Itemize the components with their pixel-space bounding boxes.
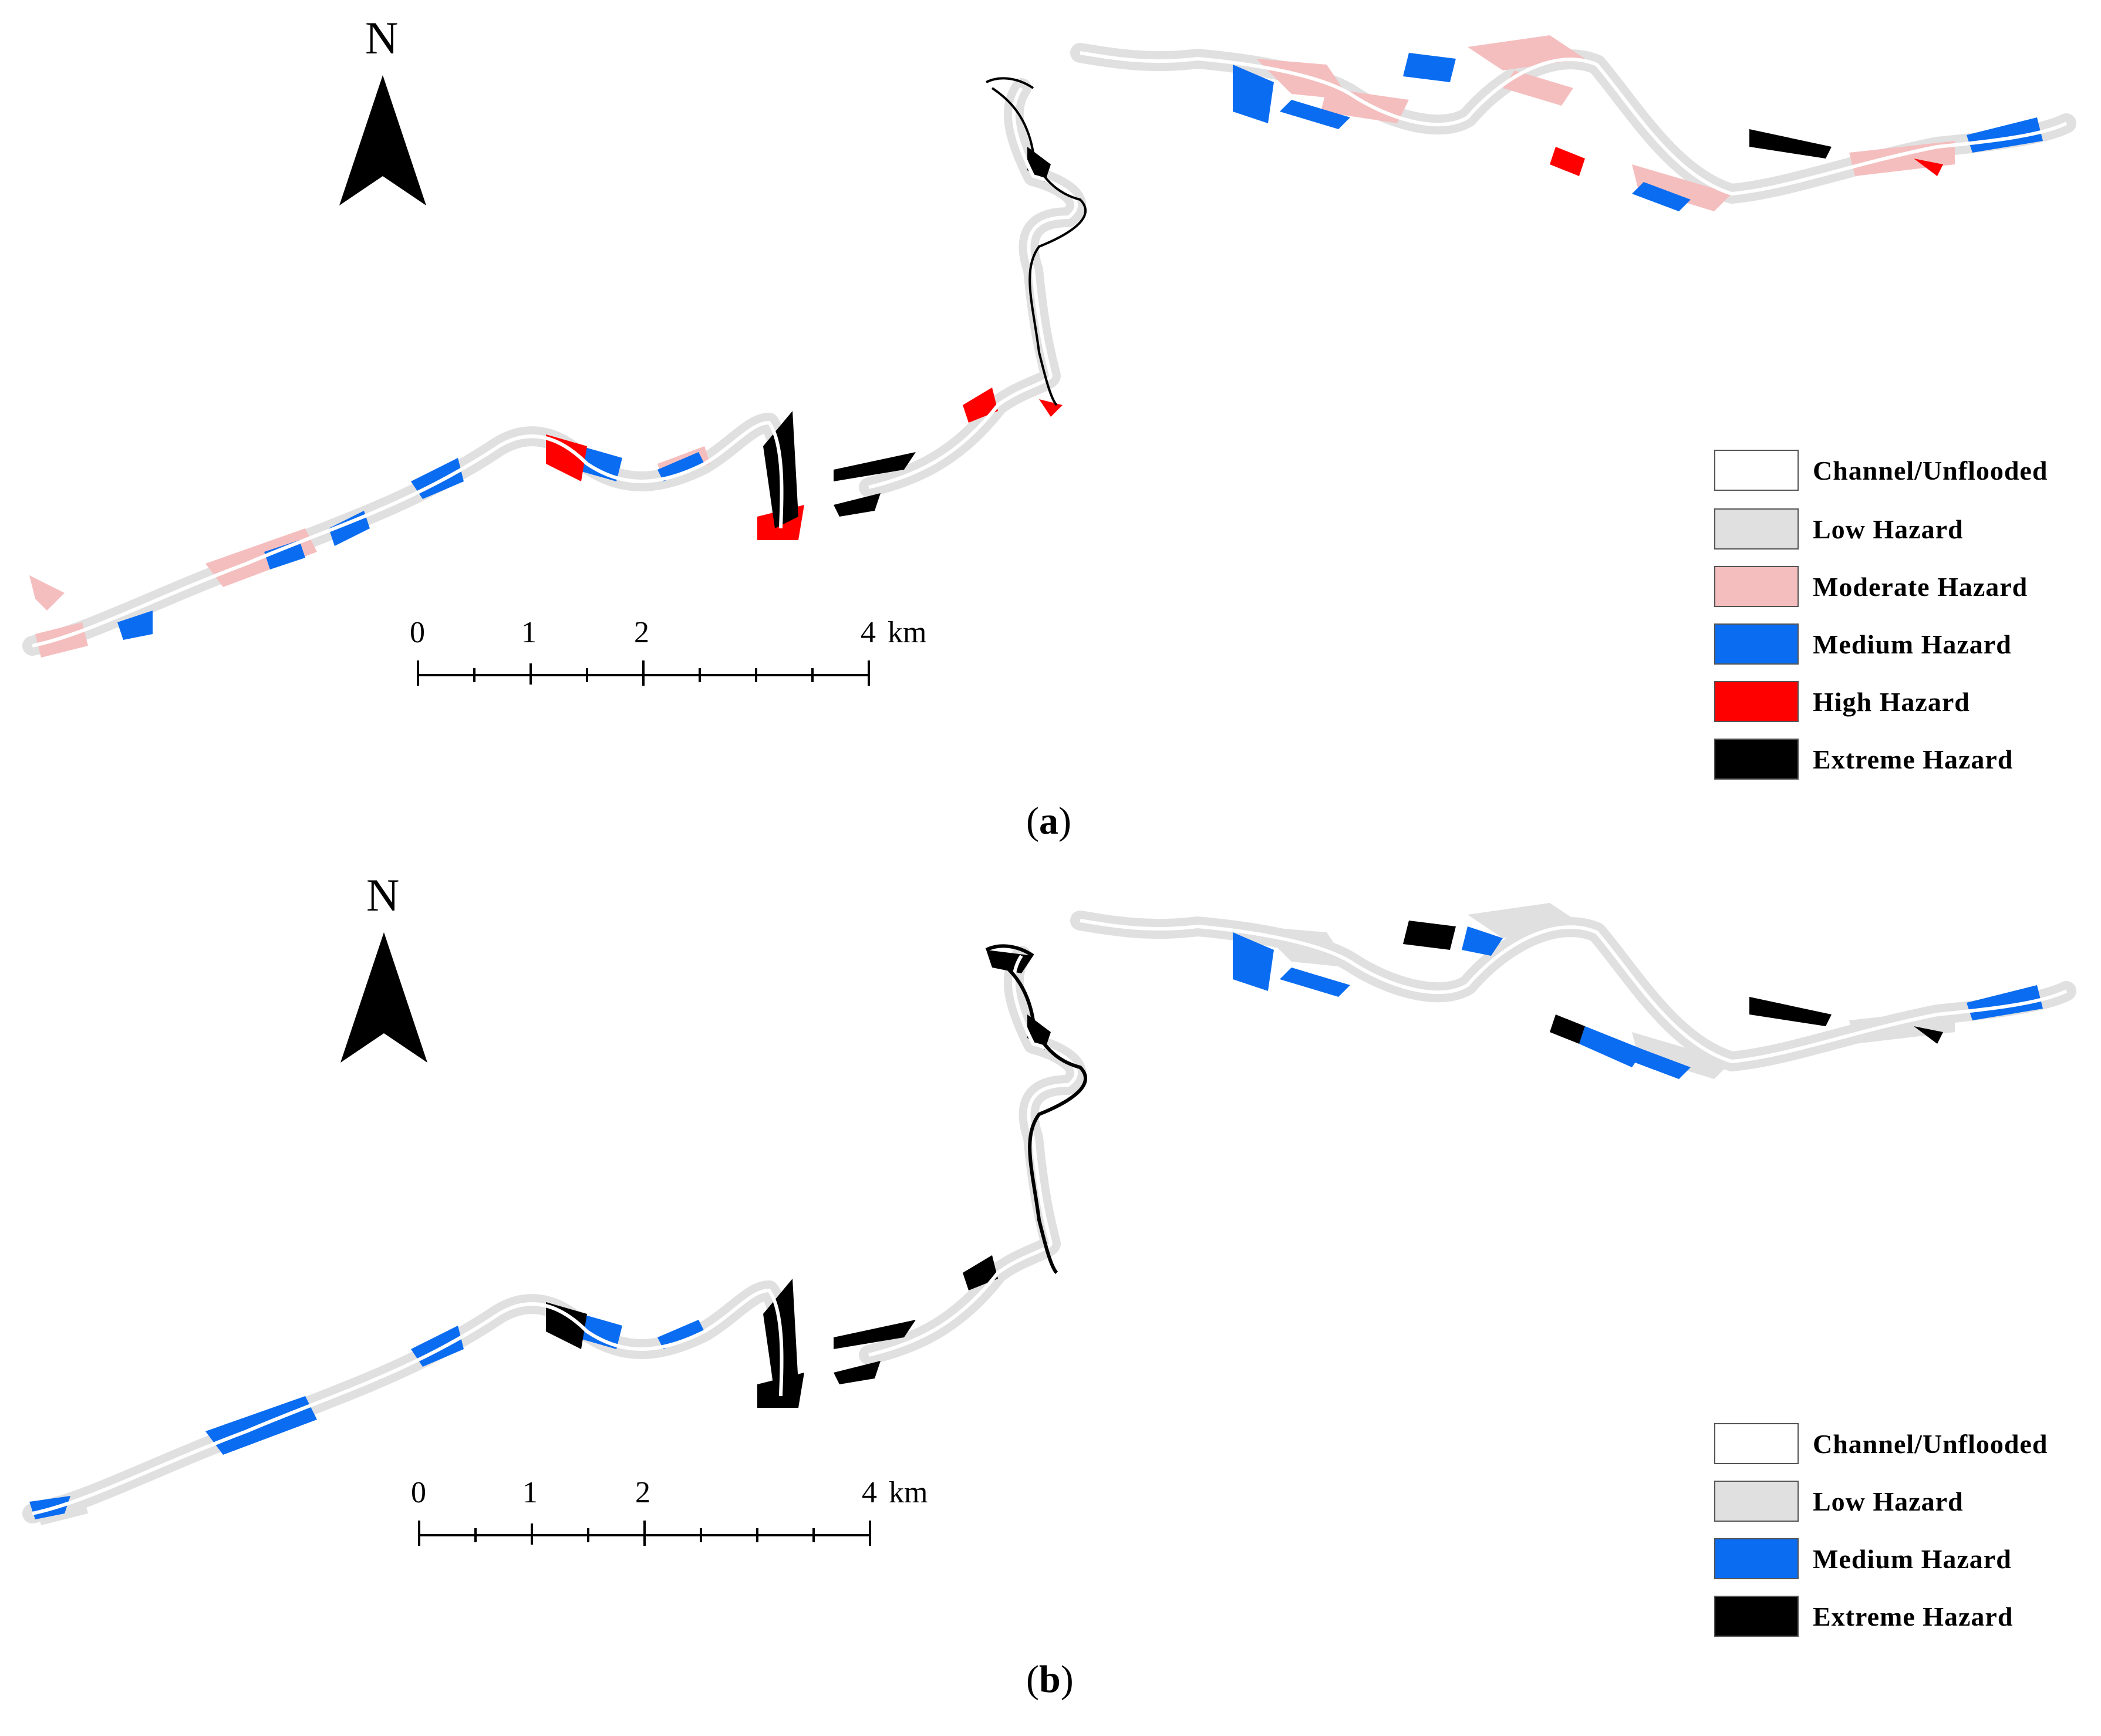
legend-swatch <box>1714 739 1799 780</box>
scale-label-2: 2 <box>635 1476 650 1509</box>
legend-swatch <box>1714 623 1799 665</box>
legend-item: Low Hazard <box>1714 1479 1964 1523</box>
legend-swatch <box>1714 450 1799 491</box>
legend-label: Medium Hazard <box>1813 1543 2012 1574</box>
legend-item: Medium Hazard <box>1714 622 2012 666</box>
scale-unit: km <box>889 1476 928 1509</box>
river-channel <box>32 51 2068 648</box>
scale-label-0: 0 <box>411 1476 426 1509</box>
legend-item: Channel/Unflooded <box>1714 449 2048 492</box>
channel-edge-line <box>986 77 1087 406</box>
hazard-zone-moderate <box>29 35 1955 658</box>
legend-swatch <box>1714 1423 1799 1464</box>
legend-item: High Hazard <box>1714 680 1970 723</box>
legend-item: Low Hazard <box>1714 507 1964 551</box>
flood-hazard-map-b <box>22 903 2076 1546</box>
north-label: N <box>365 12 399 63</box>
legend-label: Medium Hazard <box>1813 629 2012 659</box>
north-label: N <box>366 869 400 921</box>
legend-label: Low Hazard <box>1813 1486 1964 1516</box>
legend-label: Extreme Hazard <box>1813 1601 2014 1631</box>
legend-item: Channel/Unflooded <box>1714 1422 2048 1465</box>
scale-label-2: 2 <box>634 616 649 649</box>
legend-label: Extreme Hazard <box>1813 744 2014 774</box>
flood-hazard-map-a <box>22 35 2076 686</box>
legend-swatch <box>1714 1596 1799 1637</box>
hazard-zone-low-patches <box>35 903 1955 1525</box>
legend-swatch <box>1714 1481 1799 1522</box>
scale-unit: km <box>888 616 927 649</box>
scale-label-4: 4 <box>861 616 876 649</box>
north-arrow-icon <box>339 75 426 205</box>
panel-label-a: (a) <box>1026 800 1071 842</box>
legend-label: Channel/Unflooded <box>1813 455 2048 486</box>
legend-item: Extreme Hazard <box>1714 737 2013 781</box>
legend-swatch <box>1714 681 1799 722</box>
hazard-zone-extreme <box>546 921 1943 1408</box>
legend-item: Moderate Hazard <box>1714 565 2028 608</box>
legend-label: High Hazard <box>1813 686 1970 717</box>
scale-bar <box>418 1521 871 1546</box>
legend-label: Moderate Hazard <box>1813 571 2028 602</box>
panel-label-b: (b) <box>1026 1658 1074 1701</box>
river-channel <box>32 919 2068 1515</box>
map-panel-b: N 0 1 2 4 km Channel/Unflooded Low Hazar… <box>0 868 2101 1736</box>
scale-label-1: 1 <box>522 1476 538 1509</box>
scale-label-1: 1 <box>521 616 537 649</box>
legend-item: Medium Hazard <box>1714 1537 2012 1580</box>
scale-bar <box>417 660 870 686</box>
legend-swatch <box>1714 1538 1799 1579</box>
scale-label-4: 4 <box>862 1476 877 1509</box>
channel-edge-line <box>985 944 1087 1275</box>
legend-label: Low Hazard <box>1813 514 1964 544</box>
legend-swatch <box>1714 566 1799 607</box>
scale-label-0: 0 <box>410 616 425 649</box>
legend-item: Extreme Hazard <box>1714 1595 2013 1638</box>
map-panel-a: N 0 1 2 4 km Channel/Unflooded Low Hazar… <box>22 12 2076 842</box>
legend-label: Channel/Unflooded <box>1813 1428 2048 1459</box>
north-arrow-icon <box>340 932 427 1063</box>
legend-swatch <box>1714 508 1799 550</box>
